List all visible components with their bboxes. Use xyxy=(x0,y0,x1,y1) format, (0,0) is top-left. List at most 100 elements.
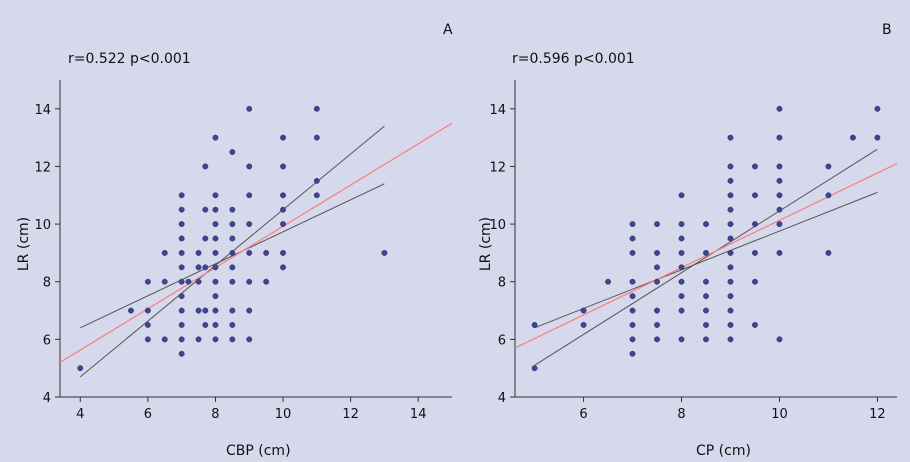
ci-upper-line xyxy=(534,191,878,329)
x-tick-label: 8 xyxy=(211,407,219,422)
data-point xyxy=(178,235,185,242)
y-tick-label: 8 xyxy=(498,276,506,291)
data-point xyxy=(212,307,219,314)
y-tick-label: 6 xyxy=(498,333,506,348)
data-point xyxy=(178,350,185,357)
data-point xyxy=(229,221,236,228)
data-point xyxy=(678,307,685,314)
data-point xyxy=(212,235,219,242)
data-point xyxy=(752,278,758,285)
data-point xyxy=(229,322,236,328)
data-point xyxy=(727,336,734,343)
x-tick-label: 10 xyxy=(275,407,292,422)
data-point xyxy=(703,307,709,314)
data-point xyxy=(727,278,734,285)
data-point xyxy=(654,278,660,285)
data-point xyxy=(776,105,783,112)
data-point xyxy=(195,307,202,314)
y-tick-label: 14 xyxy=(489,103,506,118)
y-tick-label: 10 xyxy=(489,218,506,233)
data-point xyxy=(195,264,202,271)
data-point xyxy=(313,105,320,112)
data-point xyxy=(313,134,320,141)
y-tick-label: 14 xyxy=(34,103,51,118)
y-tick-label: 4 xyxy=(43,391,51,406)
data-point xyxy=(678,235,685,242)
data-point xyxy=(77,365,84,372)
data-point xyxy=(727,307,734,314)
data-point xyxy=(144,322,151,328)
x-tick-label: 4 xyxy=(76,407,84,422)
data-point xyxy=(776,192,783,199)
data-point xyxy=(246,105,253,112)
data-point xyxy=(727,221,734,228)
data-point xyxy=(212,322,219,328)
data-point xyxy=(654,336,660,343)
correlation-annotation: r=0.522 p<0.001 xyxy=(68,51,191,67)
y-axis-label: LR (cm) xyxy=(16,216,33,272)
data-point xyxy=(263,249,270,256)
data-point xyxy=(212,278,219,285)
data-point xyxy=(703,249,709,256)
data-point xyxy=(212,293,219,300)
regression-line xyxy=(59,122,453,363)
data-point xyxy=(752,221,758,228)
data-point xyxy=(229,206,236,213)
x-tick-label: 8 xyxy=(677,407,685,422)
data-point xyxy=(128,307,134,314)
data-point xyxy=(629,293,636,300)
data-point xyxy=(280,221,286,228)
data-point xyxy=(195,278,202,285)
data-point xyxy=(246,192,253,199)
data-point xyxy=(161,336,168,343)
data-point xyxy=(727,192,734,199)
data-point xyxy=(849,134,856,141)
data-point xyxy=(580,322,587,328)
data-point xyxy=(263,278,270,285)
data-point xyxy=(703,278,709,285)
data-point xyxy=(202,163,209,170)
x-tick-label: 6 xyxy=(144,407,152,422)
data-point xyxy=(703,293,709,300)
data-point xyxy=(161,278,168,285)
data-point xyxy=(212,206,219,213)
data-point xyxy=(280,192,286,199)
scatter-plot-a: 4 6 8 10 12 14 4 6 8 10 12 14 xyxy=(34,80,453,422)
data-point xyxy=(144,336,151,343)
data-point xyxy=(654,221,660,228)
data-point xyxy=(629,322,636,328)
data-point xyxy=(280,264,286,271)
x-tick-label: 6 xyxy=(579,407,587,422)
data-point xyxy=(678,221,685,228)
data-point xyxy=(229,235,236,242)
data-point xyxy=(229,307,236,314)
data-point xyxy=(212,249,219,256)
data-point xyxy=(381,249,388,256)
data-point xyxy=(874,105,881,112)
data-point xyxy=(144,278,151,285)
data-point xyxy=(678,293,685,300)
data-point xyxy=(212,134,219,141)
data-point xyxy=(246,278,253,285)
data-point xyxy=(229,249,236,256)
y-tick-label: 10 xyxy=(34,218,51,233)
data-point xyxy=(703,221,709,228)
y-tick-label: 8 xyxy=(43,276,51,291)
data-point xyxy=(202,264,209,271)
data-point xyxy=(185,278,192,285)
x-tick-label: 14 xyxy=(410,407,427,422)
data-point xyxy=(178,293,185,300)
data-point xyxy=(178,221,185,228)
y-axis-label: LR (cm) xyxy=(478,216,495,272)
data-point xyxy=(212,336,219,343)
data-point xyxy=(727,235,734,242)
data-point xyxy=(874,134,881,141)
data-point xyxy=(212,192,219,199)
data-point xyxy=(202,307,209,314)
data-point xyxy=(229,336,236,343)
data-point xyxy=(202,235,209,242)
data-point xyxy=(229,278,236,285)
data-point xyxy=(280,249,286,256)
data-point xyxy=(178,192,185,199)
data-point xyxy=(752,322,758,328)
